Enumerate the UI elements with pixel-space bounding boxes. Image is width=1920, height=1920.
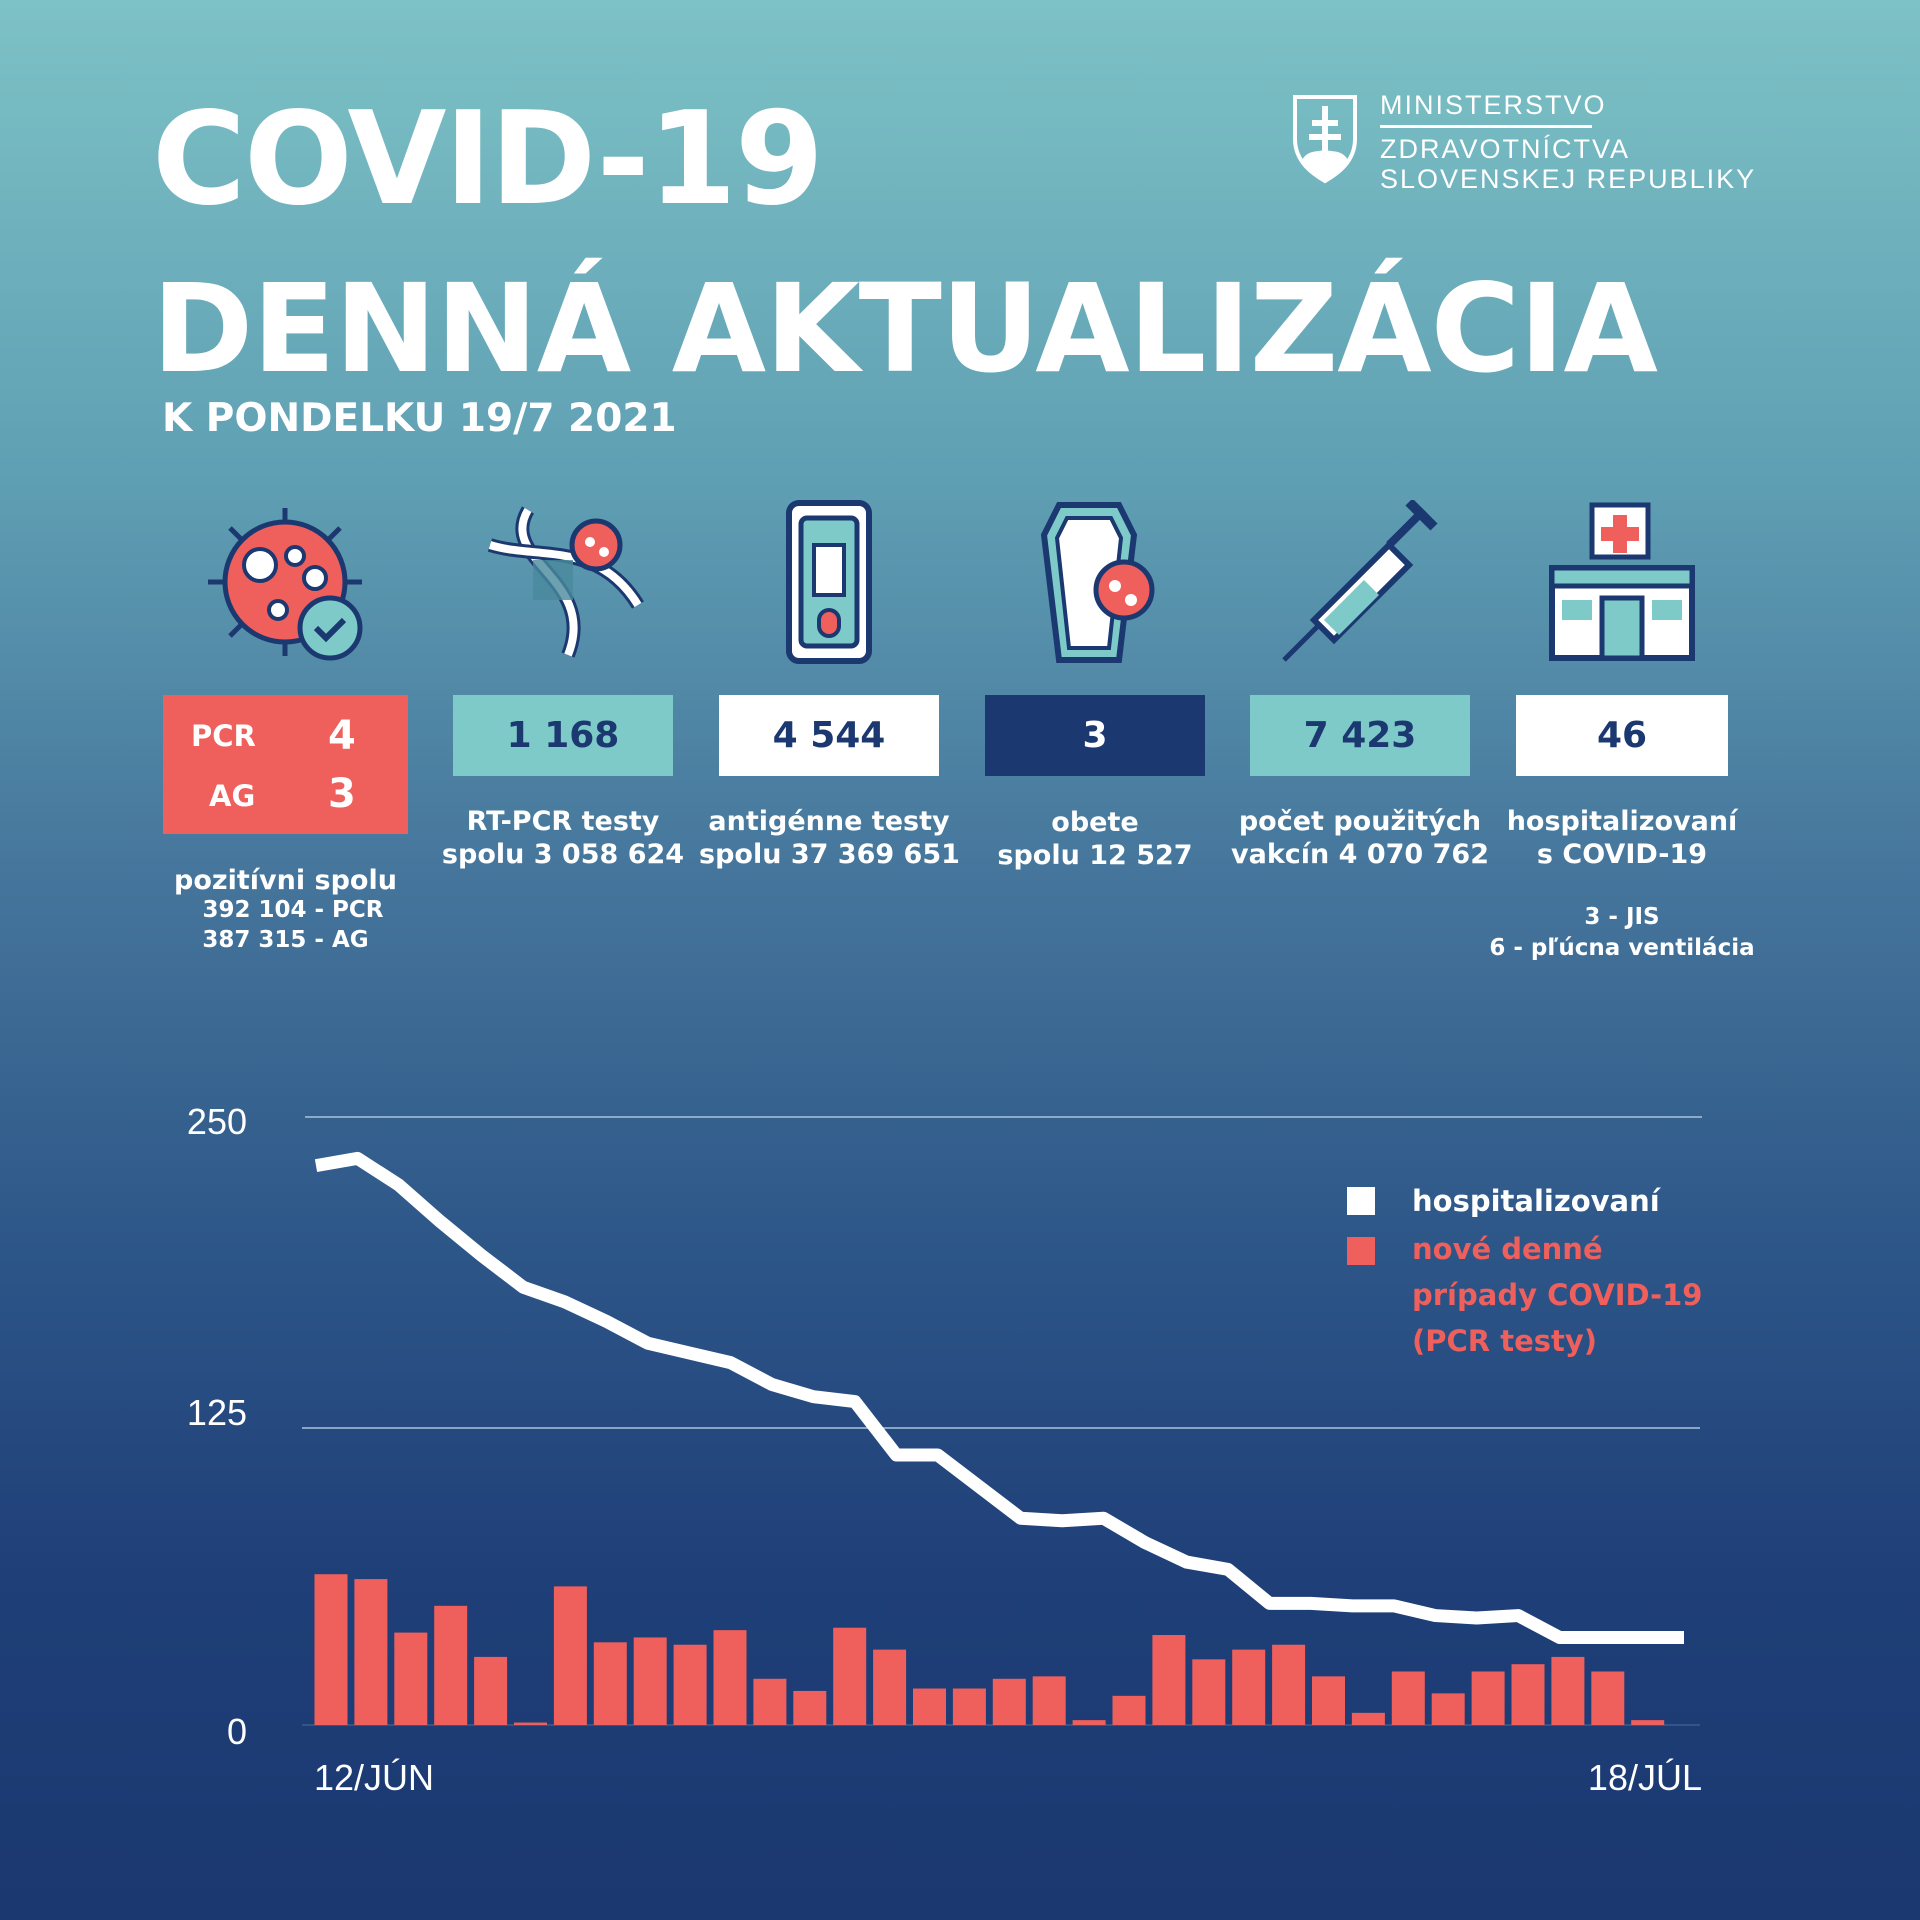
cases-bar bbox=[1551, 1656, 1585, 1725]
cases-bar bbox=[1591, 1671, 1625, 1725]
cases-bar bbox=[593, 1642, 627, 1725]
positive-cases-box: PCR 4 AG 3 bbox=[163, 695, 408, 834]
cases-bar bbox=[1232, 1649, 1266, 1725]
dna-virus-icon bbox=[487, 506, 644, 658]
cases-bar bbox=[913, 1688, 946, 1725]
cases-bar bbox=[952, 1688, 986, 1725]
cases-bar bbox=[1471, 1671, 1505, 1725]
deaths-label-1: obete bbox=[1051, 807, 1139, 838]
cases-bar bbox=[833, 1627, 867, 1725]
cases-bar bbox=[873, 1649, 907, 1725]
subtitle-date: K PONDELKU 19/7 2021 bbox=[162, 396, 677, 441]
logo-line-3: SLOVENSKEJ REPUBLIKY bbox=[1380, 164, 1757, 194]
hospital-box: 46 bbox=[1516, 695, 1728, 776]
y-tick-125: 125 bbox=[187, 1392, 247, 1433]
deaths-label-2: spolu 12 527 bbox=[997, 840, 1193, 871]
cases-bar bbox=[1272, 1644, 1306, 1725]
cases-bar bbox=[1391, 1671, 1425, 1725]
cases-bar bbox=[1072, 1720, 1106, 1725]
legend-cases-line-3: (PCR testy) bbox=[1412, 1324, 1598, 1358]
syringe-icon bbox=[1282, 500, 1438, 662]
vaccines-label-2: vakcín 4 070 762 bbox=[1231, 839, 1489, 870]
rtpcr-label-1: RT-PCR testy bbox=[466, 806, 660, 837]
cases-bar bbox=[474, 1656, 508, 1725]
vaccines-box: 7 423 bbox=[1250, 695, 1470, 776]
hospital-ventilation: 6 - pľúcna ventilácia bbox=[1489, 935, 1755, 961]
virus-check-icon bbox=[208, 508, 363, 661]
cases-bar bbox=[394, 1632, 428, 1725]
legend-cases-line-1: nové denné bbox=[1412, 1232, 1603, 1266]
hospitalized-line bbox=[314, 1151, 1684, 1644]
cases-bar bbox=[1631, 1720, 1665, 1725]
cases-bar bbox=[1152, 1635, 1186, 1725]
cases-bar bbox=[1112, 1695, 1146, 1725]
cases-bar bbox=[1032, 1676, 1066, 1725]
cases-bar bbox=[1192, 1659, 1226, 1725]
ag-value: 3 bbox=[328, 771, 356, 817]
rtpcr-box: 1 168 bbox=[453, 695, 673, 776]
positive-total-ag: 387 315 - AG bbox=[202, 927, 369, 953]
deaths-box: 3 bbox=[985, 695, 1205, 776]
title-covid: COVID-19 bbox=[152, 85, 824, 234]
y-tick-0: 0 bbox=[227, 1711, 247, 1752]
antigen-label-2: spolu 37 369 651 bbox=[699, 839, 960, 870]
coffin-icon bbox=[1040, 502, 1155, 663]
ministry-logo: MINISTERSTVO ZDRAVOTNÍCTVA SLOVENSKEJ RE… bbox=[1292, 90, 1754, 200]
antigen-box: 4 544 bbox=[719, 695, 939, 776]
cases-bar bbox=[753, 1678, 787, 1725]
cases-bar bbox=[434, 1605, 468, 1725]
cases-bar bbox=[1431, 1693, 1465, 1725]
cases-bar bbox=[1351, 1712, 1385, 1725]
pcr-label: PCR bbox=[191, 719, 256, 753]
x-label-start: 12/JÚN bbox=[314, 1757, 434, 1798]
hospital-jis: 3 - JIS bbox=[1584, 904, 1660, 930]
pcr-value: 4 bbox=[328, 713, 356, 759]
hospital-icon bbox=[1549, 502, 1695, 661]
cases-bar bbox=[992, 1678, 1026, 1725]
test-cassette-icon bbox=[786, 500, 872, 664]
ag-label: AG bbox=[209, 779, 256, 813]
cases-bar bbox=[354, 1579, 388, 1725]
hospital-label-2: s COVID-19 bbox=[1536, 839, 1708, 870]
legend-hospitalized: hospitalizovaní bbox=[1412, 1184, 1660, 1218]
cases-bar bbox=[673, 1644, 707, 1725]
vaccines-label-1: počet použitých bbox=[1238, 806, 1482, 837]
slovak-coat-of-arms-icon bbox=[1293, 95, 1357, 184]
hospital-label-1: hospitalizovaní bbox=[1506, 806, 1738, 837]
positive-caption: pozitívni spolu bbox=[174, 865, 397, 896]
title-daily-update: DENNÁ AKTUALIZÁCIA bbox=[152, 258, 1658, 400]
rtpcr-label-2: spolu 3 058 624 bbox=[441, 839, 685, 870]
logo-line-1: MINISTERSTVO bbox=[1380, 90, 1605, 128]
cases-bar bbox=[793, 1690, 827, 1725]
antigen-label-1: antigénne testy bbox=[708, 806, 950, 837]
cases-bar bbox=[1312, 1676, 1345, 1725]
cases-bar bbox=[633, 1637, 667, 1725]
cases-bar bbox=[713, 1630, 747, 1725]
positive-total-pcr: 392 104 - PCR bbox=[202, 897, 384, 923]
legend-cases-line-2: prípady COVID-19 bbox=[1412, 1278, 1703, 1312]
cases-bar bbox=[314, 1574, 348, 1725]
cases-bar bbox=[514, 1722, 547, 1725]
legend-swatch-cases bbox=[1347, 1237, 1375, 1265]
legend-swatch-hospitalized bbox=[1347, 1187, 1375, 1215]
y-tick-250: 250 bbox=[187, 1101, 247, 1142]
logo-line-2: ZDRAVOTNÍCTVA bbox=[1380, 134, 1631, 164]
cases-bar bbox=[553, 1586, 587, 1725]
cases-bar bbox=[1511, 1664, 1545, 1725]
x-label-end: 18/JÚL bbox=[1588, 1757, 1702, 1798]
